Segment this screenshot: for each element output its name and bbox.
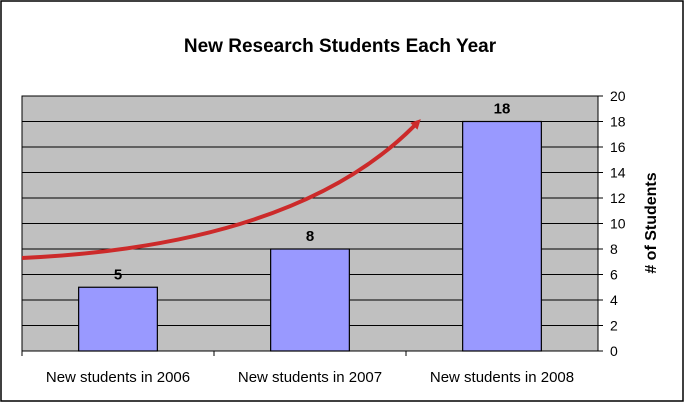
y-axis-title: # of Students: [643, 172, 660, 273]
trend-arrow: [21, 119, 421, 260]
y-tick-label: 10: [610, 216, 626, 232]
y-tick-label: 4: [610, 292, 618, 308]
y-tick-label: 16: [610, 139, 626, 155]
y-axis-ticks: 0 2 4 6 8 10 12 14 16 18 20: [598, 88, 626, 359]
y-tick-label: 18: [610, 114, 626, 130]
y-tick-label: 2: [610, 318, 618, 334]
x-tick-label: New students in 2008: [430, 369, 574, 386]
bar: [78, 286, 158, 352]
x-tick-label: New students in 2007: [238, 369, 382, 386]
chart-title: New Research Students Each Year: [184, 36, 497, 57]
y-tick-label: 14: [610, 165, 626, 181]
data-label: 8: [306, 228, 314, 245]
y-tick-label: 6: [610, 267, 618, 283]
data-label: 5: [114, 266, 122, 283]
data-labels: 5 8 18: [114, 101, 511, 284]
y-tick-label: 20: [610, 88, 626, 104]
bars: [78, 120, 542, 352]
y-tick-label: 12: [610, 190, 626, 206]
x-axis-labels: New students in 2006 New students in 2007…: [21, 351, 574, 386]
y-tick-label: 8: [610, 241, 618, 257]
y-tick-label: 0: [610, 343, 618, 359]
x-tick-label: New students in 2006: [46, 369, 190, 386]
bar: [462, 120, 542, 352]
data-label: 18: [494, 101, 511, 118]
bar: [270, 248, 350, 352]
